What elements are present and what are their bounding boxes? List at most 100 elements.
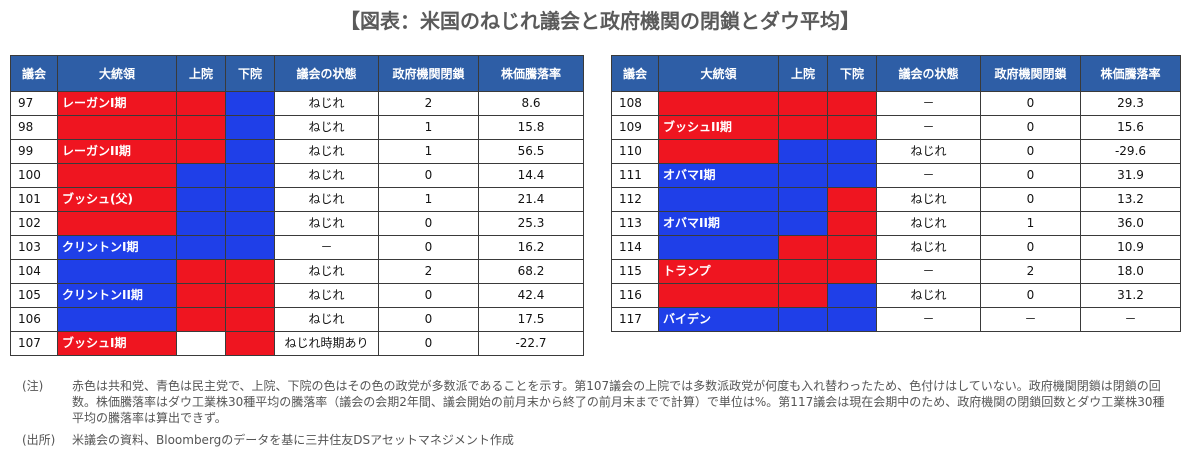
table-row: 106 ねじれ 0 17.5 (10, 307, 584, 332)
president-cell (57, 211, 177, 236)
congress-table-left: 議会 大統領 上院 下院 議会の状態 政府機関閉鎖 株価騰落率 97 レーガンI期… (10, 55, 584, 356)
table-header-row: 議会 大統領 上院 下院 議会の状態 政府機関閉鎖 株価騰落率 (10, 55, 584, 92)
house-majority-cell (827, 283, 877, 308)
congress-status-cell: ねじれ (274, 283, 379, 308)
header-house: 下院 (225, 55, 275, 92)
dow-change-cell: 16.2 (478, 235, 584, 260)
dow-change-cell: 36.0 (1080, 211, 1181, 236)
house-majority-cell (827, 259, 877, 284)
senate-majority-cell (778, 139, 828, 164)
header-status: 議会の状態 (876, 55, 981, 92)
senate-majority-cell (176, 331, 226, 356)
congress-status-cell: － (274, 235, 379, 260)
header-president: 大統領 (57, 55, 177, 92)
note-label: (注) (22, 379, 44, 393)
congress-number-cell: 98 (10, 115, 58, 140)
house-majority-cell (827, 211, 877, 236)
table-row: 108 － 0 29.3 (611, 91, 1181, 116)
table-body-left: 97 レーガンI期 ねじれ 2 8.6 98 ねじれ 1 15.8 99 レーガンII期 ねじれ 1 56… (10, 91, 584, 356)
president-cell: クリントンI期 (57, 235, 177, 260)
table-row: 100 ねじれ 0 14.4 (10, 163, 584, 188)
table-row: 116 ねじれ 0 31.2 (611, 283, 1181, 308)
congress-number-cell: 115 (611, 259, 659, 284)
congress-status-cell: ねじれ時期あり (274, 331, 379, 356)
president-cell (658, 91, 779, 116)
congress-number-cell: 112 (611, 187, 659, 212)
congress-status-cell: － (876, 259, 981, 284)
senate-majority-cell (778, 235, 828, 260)
dow-change-cell: 21.4 (478, 187, 584, 212)
shutdown-count-cell: 1 (378, 115, 479, 140)
senate-majority-cell (176, 91, 226, 116)
president-cell (57, 163, 177, 188)
dow-change-cell: 31.9 (1080, 163, 1181, 188)
congress-status-cell: ねじれ (876, 235, 981, 260)
congress-status-cell: ねじれ (274, 307, 379, 332)
house-majority-cell (827, 163, 877, 188)
header-congress: 議会 (611, 55, 659, 92)
house-majority-cell (827, 307, 877, 332)
senate-majority-cell (176, 235, 226, 260)
house-majority-cell (225, 259, 275, 284)
dow-change-cell: 31.2 (1080, 283, 1181, 308)
senate-majority-cell (778, 187, 828, 212)
congress-number-cell: 97 (10, 91, 58, 116)
shutdown-count-cell: 2 (980, 259, 1081, 284)
table-row: 99 レーガンII期 ねじれ 1 56.5 (10, 139, 584, 164)
congress-status-cell: － (876, 115, 981, 140)
congress-status-cell: ねじれ (876, 187, 981, 212)
shutdown-count-cell: 0 (980, 187, 1081, 212)
congress-number-cell: 111 (611, 163, 659, 188)
president-cell (658, 139, 779, 164)
house-majority-cell (225, 91, 275, 116)
header-status: 議会の状態 (274, 55, 379, 92)
header-shutdowns: 政府機関閉鎖 (980, 55, 1081, 92)
dow-change-cell: 17.5 (478, 307, 584, 332)
table-body-right: 108 － 0 29.3 109 ブッシュII期－ 0 15.6 110 ねじれ 0 -29.6 111… (611, 91, 1181, 332)
shutdown-count-cell: 0 (378, 163, 479, 188)
table-row: 117 バイデン－－－ (611, 307, 1181, 332)
congress-number-cell: 108 (611, 91, 659, 116)
congress-status-cell: ねじれ (274, 187, 379, 212)
table-row: 104 ねじれ 2 68.2 (10, 259, 584, 284)
house-majority-cell (225, 307, 275, 332)
senate-majority-cell (176, 259, 226, 284)
congress-number-cell: 116 (611, 283, 659, 308)
president-cell (57, 259, 177, 284)
senate-majority-cell (176, 211, 226, 236)
table-row: 101 ブッシュ(父) ねじれ 1 21.4 (10, 187, 584, 212)
shutdown-count-cell: 0 (980, 115, 1081, 140)
shutdown-count-cell: － (980, 307, 1081, 332)
congress-number-cell: 99 (10, 139, 58, 164)
president-cell: ブッシュI期 (57, 331, 177, 356)
dow-change-cell: 13.2 (1080, 187, 1181, 212)
congress-number-cell: 105 (10, 283, 58, 308)
table-row: 112 ねじれ 0 13.2 (611, 187, 1181, 212)
president-cell: レーガンI期 (57, 91, 177, 116)
house-majority-cell (225, 163, 275, 188)
shutdown-count-cell: 2 (378, 259, 479, 284)
house-majority-cell (225, 139, 275, 164)
congress-status-cell: ねじれ (274, 115, 379, 140)
dow-change-cell: -29.6 (1080, 139, 1181, 164)
shutdown-count-cell: 0 (378, 331, 479, 356)
president-cell: トランプ (658, 259, 779, 284)
header-senate: 上院 (176, 55, 226, 92)
senate-majority-cell (778, 211, 828, 236)
congress-status-cell: ねじれ (274, 211, 379, 236)
president-cell (658, 283, 779, 308)
house-majority-cell (225, 115, 275, 140)
congress-number-cell: 102 (10, 211, 58, 236)
congress-status-cell: ねじれ (876, 211, 981, 236)
congress-status-cell: ねじれ (274, 163, 379, 188)
table-row: 110 ねじれ 0 -29.6 (611, 139, 1181, 164)
congress-status-cell: ねじれ (876, 139, 981, 164)
senate-majority-cell (778, 115, 828, 140)
note-text: 赤色は共和党、青色は民主党で、上院、下院の色はその色の政党が多数派であることを示… (72, 379, 1165, 425)
shutdown-count-cell: 0 (980, 235, 1081, 260)
dow-change-cell: -22.7 (478, 331, 584, 356)
house-majority-cell (827, 187, 877, 212)
senate-majority-cell (778, 307, 828, 332)
president-cell: オバマI期 (658, 163, 779, 188)
table-row: 107 ブッシュI期 ねじれ時期あり 0 -22.7 (10, 331, 584, 356)
